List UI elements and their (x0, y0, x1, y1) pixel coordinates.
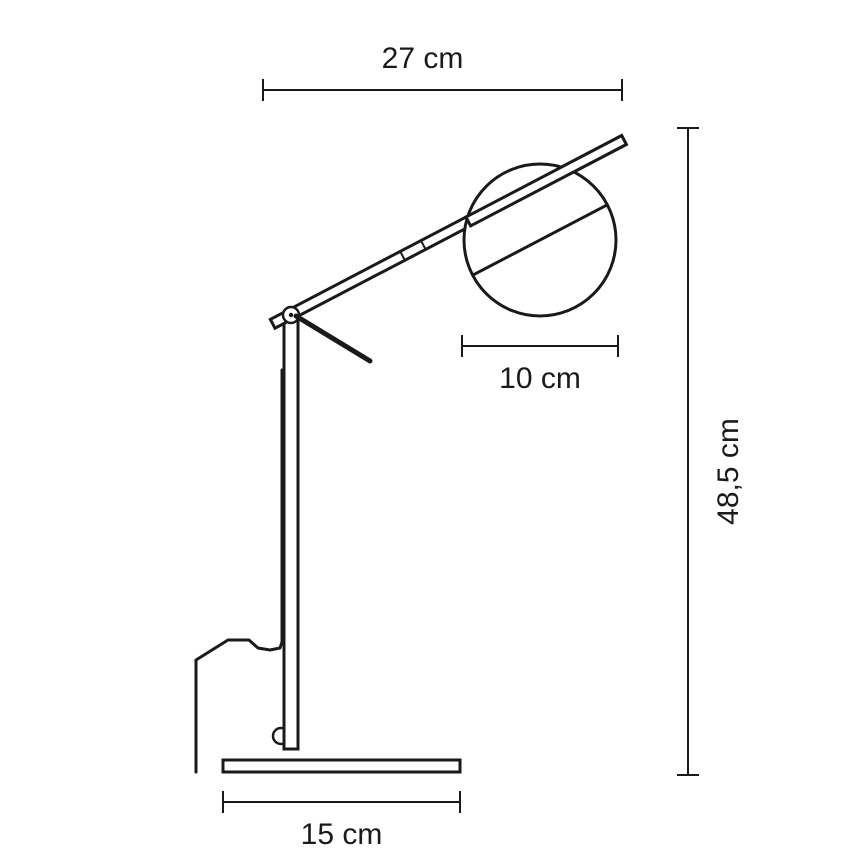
dim-height-label: 48,5 cm (712, 418, 745, 525)
lamp-lever (296, 316, 370, 361)
lamp-pole (284, 315, 298, 749)
dim-top-width-label: 27 cm (382, 42, 464, 75)
lamp-dimension-diagram: 27 cm 48,5 cm 10 cm (0, 0, 868, 868)
dim-base: 15 cm (223, 791, 460, 851)
lamp-base (223, 728, 460, 772)
dim-base-label: 15 cm (301, 818, 383, 851)
dim-globe-label: 10 cm (499, 362, 581, 395)
dim-height: 48,5 cm (677, 128, 745, 775)
dim-top-width: 27 cm (263, 42, 622, 101)
lamp-cord (196, 370, 282, 772)
dim-globe: 10 cm (462, 335, 618, 395)
